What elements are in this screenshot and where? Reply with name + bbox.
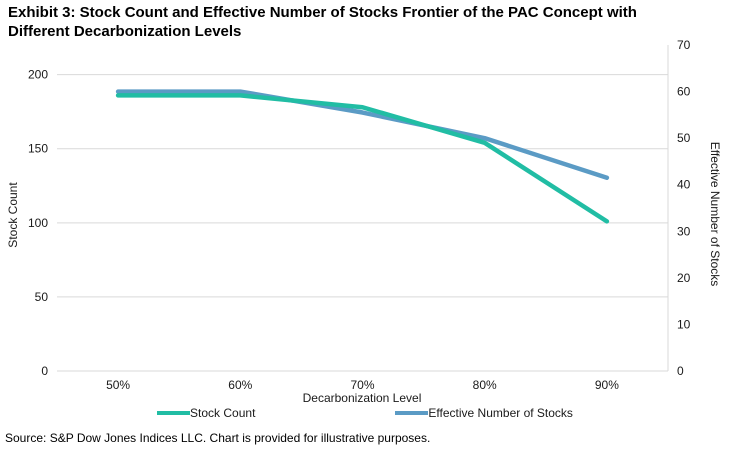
line-chart: 0 50 100 150 200 0 10 20 30 40 50 60 70 50% 60% 70% 80% 9… [6, 38, 722, 405]
x-axis-tick-label: 90% [595, 378, 619, 392]
series-lines-layer [115, 89, 610, 224]
left-axis-tick-label: 100 [28, 216, 48, 230]
gridlines-layer [57, 45, 669, 372]
left-axis-tick-label: 50 [35, 290, 49, 304]
legend-item-stock-count: Stock Count [157, 406, 255, 420]
left-axis-tick-label: 150 [28, 142, 48, 156]
tick-labels-layer: 0 50 100 150 200 0 10 20 30 40 50 60 70 50% 60% 70% 80% 9… [28, 38, 691, 392]
right-axis-tick-label: 0 [677, 364, 684, 378]
legend-label: Effective Number of Stocks [428, 406, 573, 420]
right-axis-tick-label: 70 [677, 38, 691, 52]
series-line-effective-number-of-stocks [115, 89, 610, 180]
x-axis-tick-label: 80% [473, 378, 497, 392]
x-axis-tick-label: 60% [228, 378, 252, 392]
right-axis-title: Effective Number of Stocks [708, 142, 722, 287]
left-axis-title: Stock Count [6, 182, 20, 248]
legend-swatch [395, 410, 429, 416]
right-axis-tick-label: 20 [677, 271, 691, 285]
right-axis-tick-label: 30 [677, 224, 691, 238]
chart-title: Exhibit 3: Stock Count and Effective Num… [8, 4, 637, 40]
chart-legend: Stock Count Effective Number of Stocks [0, 406, 730, 420]
right-axis-tick-label: 60 [677, 85, 691, 99]
source-note: Source: S&P Dow Jones Indices LLC. Chart… [5, 431, 431, 445]
legend-swatch [157, 410, 191, 416]
x-axis-tick-label: 50% [106, 378, 130, 392]
x-axis-tick-label: 70% [350, 378, 374, 392]
right-axis-tick-label: 40 [677, 178, 691, 192]
x-axis-title: Decarbonization Level [303, 391, 422, 405]
right-axis-tick-label: 10 [677, 317, 691, 331]
right-axis-tick-label: 50 [677, 131, 691, 145]
series-line-stock-count [115, 93, 610, 224]
legend-item-effective-number-of-stocks: Effective Number of Stocks [395, 406, 573, 420]
left-axis-tick-label: 0 [41, 364, 48, 378]
legend-label: Stock Count [190, 406, 256, 420]
left-axis-tick-label: 200 [28, 68, 48, 82]
